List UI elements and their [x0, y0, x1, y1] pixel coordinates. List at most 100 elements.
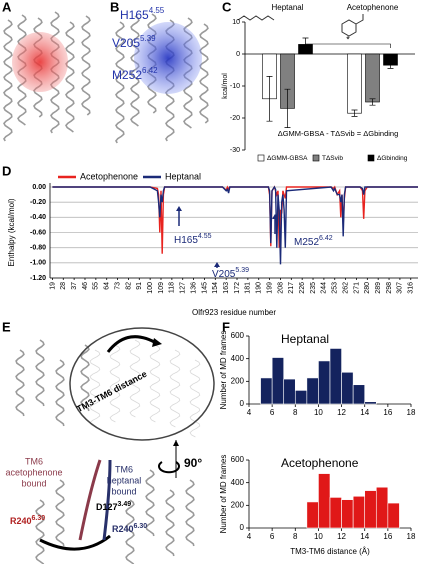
- category-label: Heptanal: [271, 3, 303, 12]
- x-tick-label: 82: [125, 282, 132, 290]
- helix: [109, 344, 121, 423]
- x-tick-label: 235: [310, 282, 317, 294]
- binding-pocket-blue: [134, 22, 202, 94]
- x-tick-label: 262: [342, 282, 349, 294]
- tm6-label: TM6: [25, 456, 43, 466]
- y-tick-label: 400: [231, 354, 245, 363]
- tm6-label: acetophenone: [5, 467, 62, 477]
- histogram-bar: [387, 502, 400, 529]
- helix: [145, 469, 155, 537]
- y-tick-label: 0: [240, 399, 245, 408]
- tm6-label: bound: [111, 486, 136, 496]
- x-tick-label: 14: [360, 408, 369, 417]
- category-label: Acetophenone: [347, 3, 399, 12]
- legend-swatch: [312, 154, 320, 162]
- legend-swatch: [257, 154, 265, 162]
- helix: [81, 15, 91, 116]
- y-tick-label: -0.60: [30, 229, 46, 236]
- rotate-arrow: [158, 461, 180, 474]
- residue: M252: [112, 68, 142, 82]
- panel-label: B: [110, 0, 119, 14]
- annotation-arrow-head: [272, 214, 278, 219]
- y-axis-label: Number of MD frames: [219, 455, 228, 534]
- helix: [55, 359, 65, 427]
- helix: [130, 15, 140, 127]
- residue-number: 6.42: [142, 66, 158, 75]
- x-tick-label: 73: [114, 282, 121, 290]
- histogram-bar: [283, 378, 296, 405]
- y-tick-label: 200: [231, 376, 245, 385]
- residue-label: M2526.42: [112, 66, 158, 82]
- x-tick-label: 181: [245, 282, 252, 294]
- y-tick-label: -0.20: [30, 199, 46, 206]
- x-tick-label: 10: [314, 532, 323, 541]
- tm6-label: TM6: [115, 464, 133, 474]
- helix: [55, 479, 65, 547]
- residue-label: V2055.39: [112, 34, 156, 50]
- y-tick-label: -1.00: [30, 260, 46, 267]
- annotation-arrow-head: [214, 262, 220, 267]
- x-tick-label: 46: [82, 282, 89, 290]
- y-tick-label: -30: [230, 147, 240, 154]
- x-tick-label: 100: [147, 282, 154, 294]
- annotation-arrow-head: [176, 206, 182, 211]
- x-tick-label: 280: [364, 282, 371, 294]
- x-tick-label: 4: [247, 532, 252, 541]
- x-tick-label: 190: [256, 282, 263, 294]
- arrow: [106, 335, 159, 353]
- molecule-heptanal: [237, 15, 275, 21]
- error-bar: [369, 98, 376, 106]
- helix: [129, 339, 141, 418]
- bar: [365, 53, 380, 103]
- histogram-bar: [352, 384, 366, 405]
- y-tick-label: 400: [231, 478, 245, 487]
- helix: [149, 344, 161, 423]
- x-tick-label: 271: [353, 282, 360, 294]
- legend-swatch: [367, 154, 375, 162]
- helix: [3, 19, 13, 142]
- helix: [115, 21, 125, 144]
- x-tick-label: 244: [321, 282, 328, 294]
- helix: [165, 489, 175, 557]
- y-tick-label: 0.00: [32, 184, 46, 191]
- residue-number: 5.39: [235, 267, 249, 274]
- residue-number: 5.39: [140, 34, 156, 43]
- residue: M252: [294, 237, 319, 248]
- tm6-heptanal: [102, 459, 112, 541]
- bar: [347, 53, 362, 114]
- x-tick-label: 289: [375, 282, 382, 294]
- y-tick-label: 600: [231, 331, 245, 340]
- panel-label: C: [222, 0, 232, 14]
- x-tick-label: 298: [386, 282, 393, 294]
- error-bar: [284, 88, 291, 128]
- x-tick-label: 172: [234, 282, 241, 294]
- error-bar: [387, 61, 394, 69]
- x-tick-label: 18: [407, 532, 416, 541]
- significance-bracket: [305, 43, 391, 48]
- helix: [80, 344, 90, 412]
- annotation: H1654.55: [174, 233, 212, 246]
- y-axis-label: Enthalpy (kcal/mol): [7, 198, 16, 266]
- y-tick-label: -10: [230, 83, 240, 90]
- x-tick-label: 6: [270, 408, 275, 417]
- annotation: M2526.42: [294, 235, 333, 248]
- arrow-head: [173, 440, 179, 446]
- tm6-acetophenone: [78, 459, 102, 541]
- residue-number: 6.42: [319, 235, 333, 242]
- helix: [35, 499, 45, 564]
- x-tick-label: 16: [383, 532, 392, 541]
- helix: [125, 499, 135, 564]
- x-tick-label: 4: [247, 408, 252, 417]
- x-tick-label: 16: [383, 408, 392, 417]
- x-tick-label: 12: [337, 408, 346, 417]
- error-bar: [266, 76, 273, 122]
- equation: ΔGMM-GBSA - TΔSvib = ΔGbinding: [278, 129, 399, 138]
- y-axis-label: Number of MD frames: [219, 331, 228, 410]
- histogram-bar: [364, 490, 377, 529]
- x-tick-label: 91: [136, 282, 143, 290]
- y-tick-label: 600: [231, 455, 245, 464]
- panel-label: D: [2, 163, 11, 178]
- tm6-label: heptanal: [107, 475, 142, 485]
- annotation: V2055.39: [212, 267, 249, 280]
